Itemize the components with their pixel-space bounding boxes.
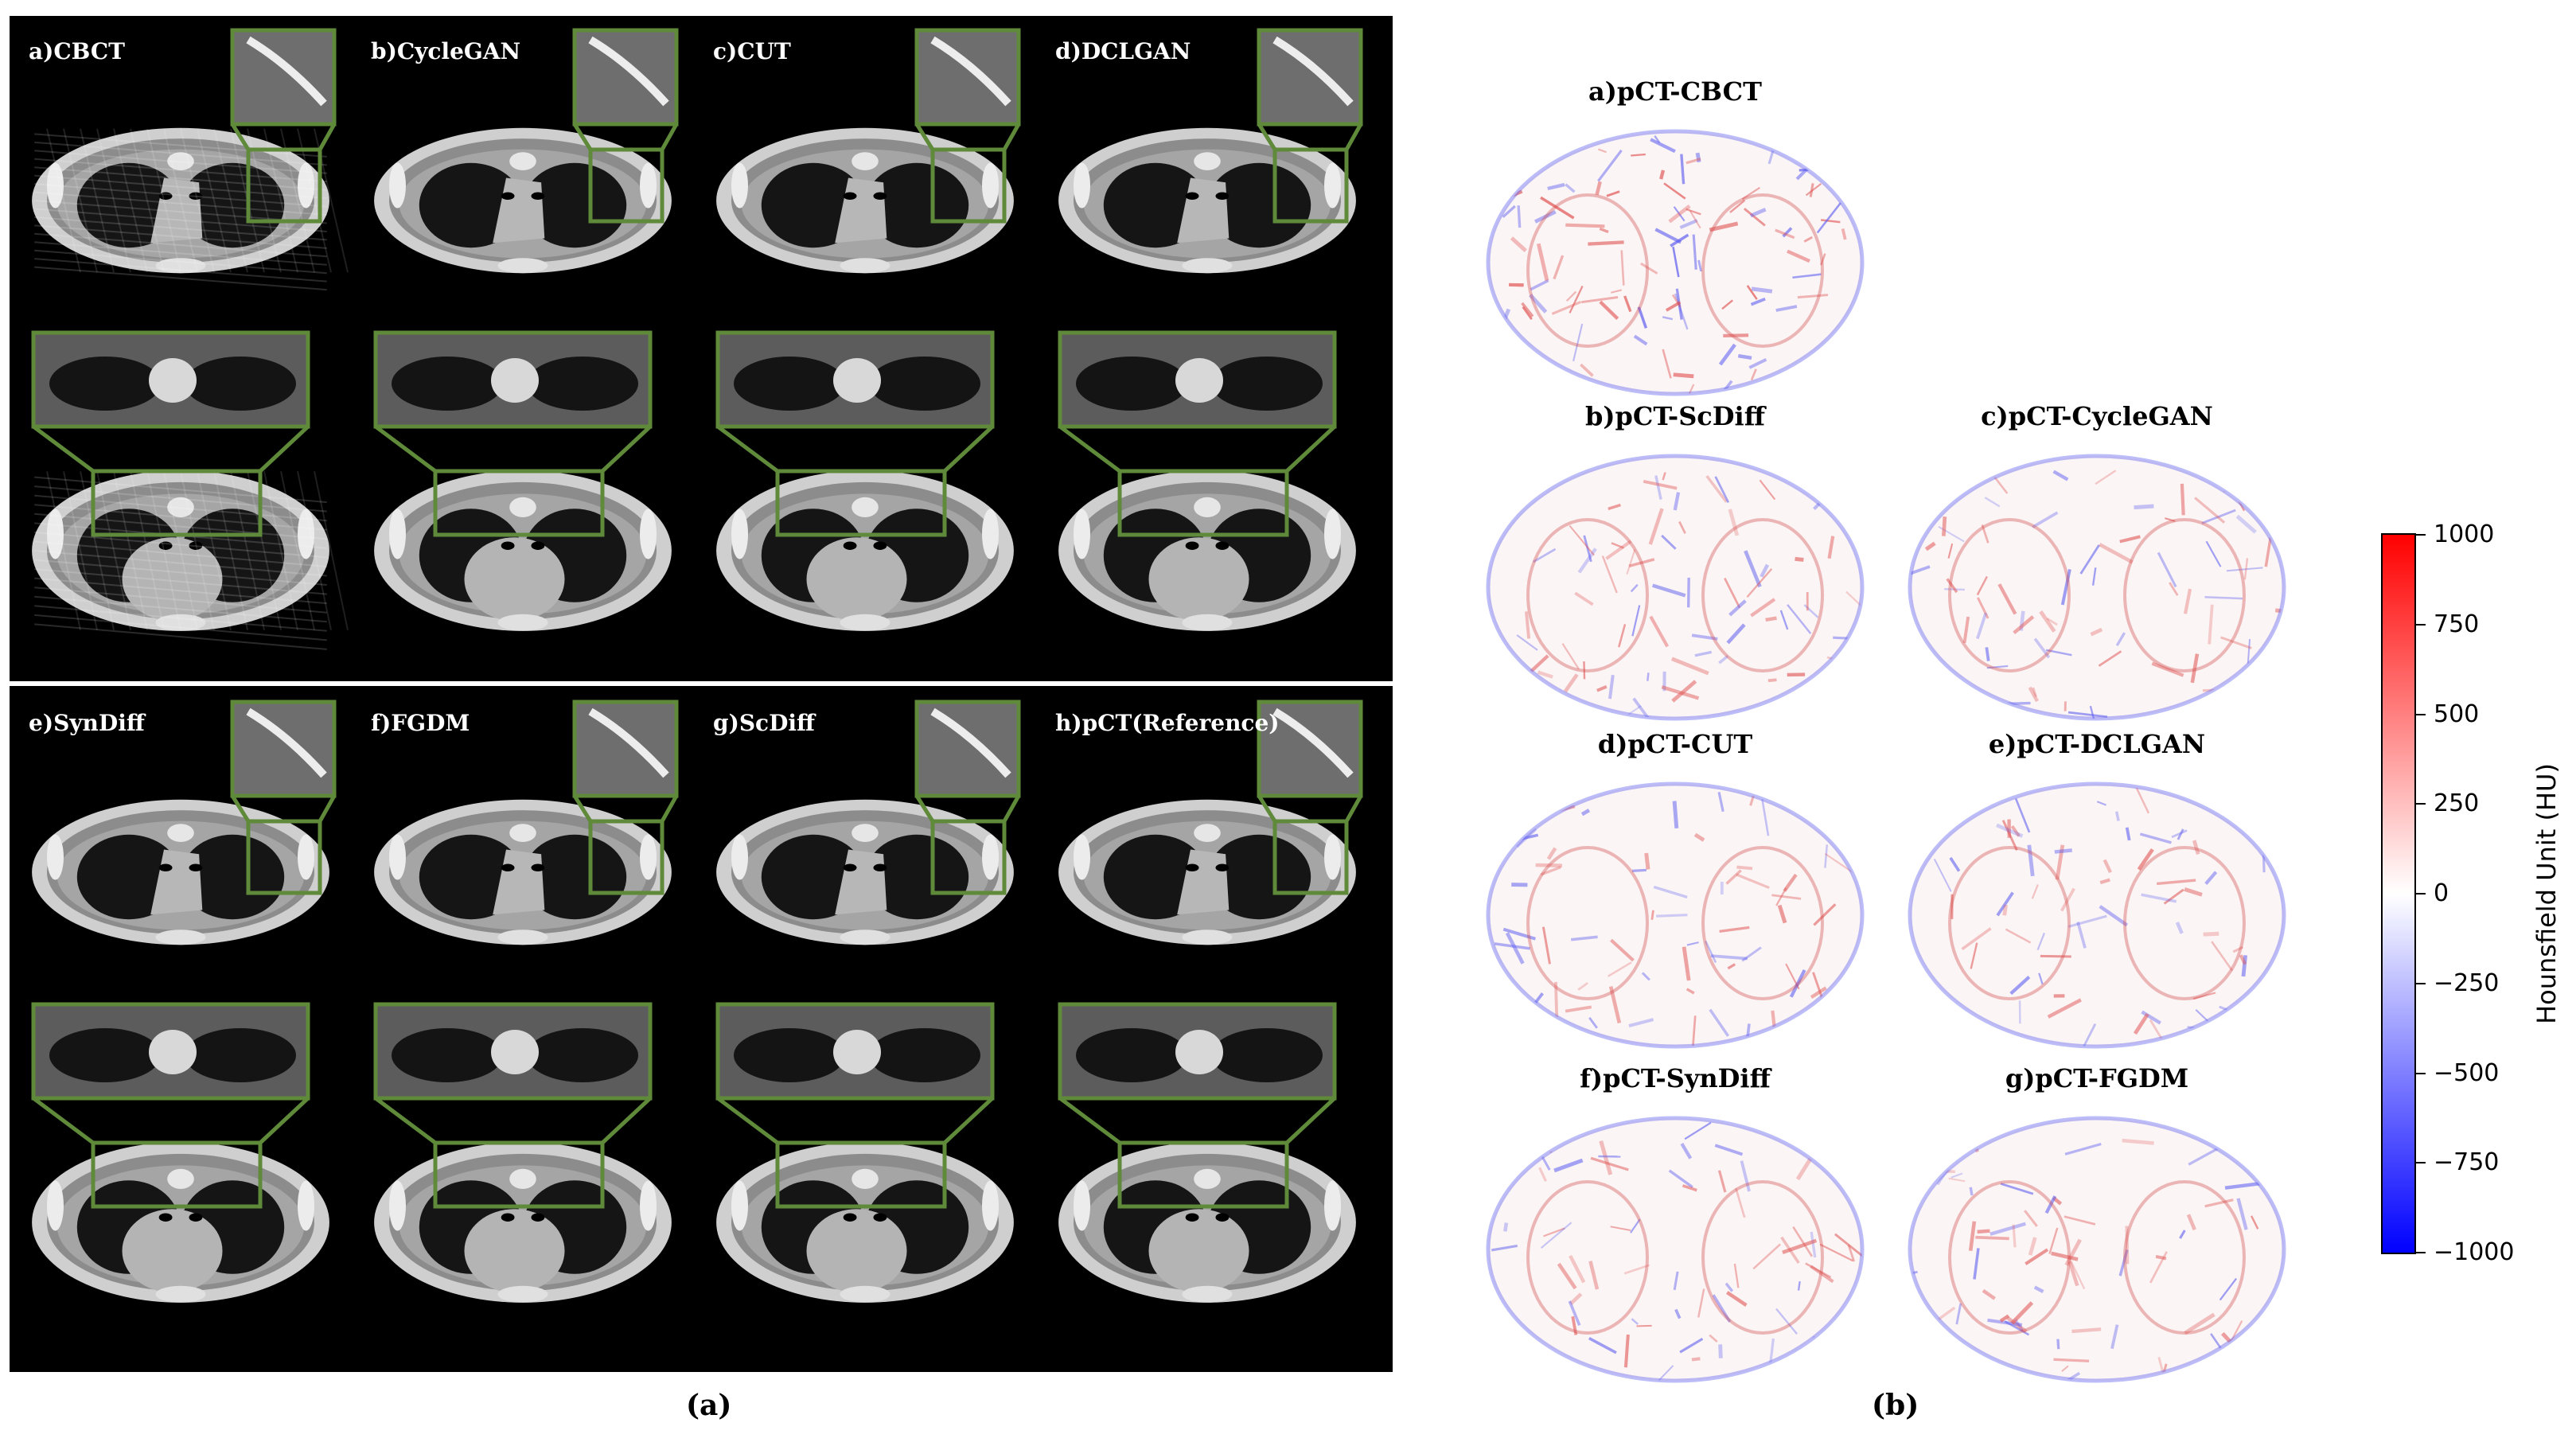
- ct-slices-image: [373, 700, 679, 1303]
- ct-cell: f)FGDM: [352, 688, 694, 1340]
- difference-map: f)pCT-SynDiff: [1476, 1063, 1874, 1401]
- ct-cell: d)DCLGAN: [1036, 16, 1378, 668]
- row-separator: [10, 681, 1393, 686]
- cell-label: f)FGDM: [371, 710, 470, 736]
- difference-map-label: b)pCT-ScDiff: [1585, 401, 1765, 431]
- ct-cell: g)ScDiff: [694, 688, 1036, 1340]
- colorbar-tick-label: 250: [2434, 789, 2480, 818]
- difference-map: e)pCT-DCLGAN: [1898, 729, 2296, 1066]
- panel-a-caption: (a): [686, 1389, 732, 1422]
- cell-label: b)CycleGAN: [371, 38, 521, 64]
- difference-map: g)pCT-FGDM: [1898, 1063, 2296, 1401]
- ct-cell: c)CUT: [694, 16, 1036, 668]
- difference-map-image: [1486, 781, 1865, 1049]
- ct-slices-image: [31, 28, 349, 650]
- difference-map-label: d)pCT-CUT: [1597, 729, 1753, 759]
- difference-map-label: c)pCT-CycleGAN: [1981, 401, 2213, 431]
- cell-label: e)SynDiff: [29, 710, 145, 736]
- colorbar-tick-label: 500: [2434, 700, 2480, 728]
- cell-label: g)ScDiff: [713, 710, 815, 736]
- difference-map-image: [1908, 1116, 2286, 1383]
- ct-slices-image: [715, 28, 1021, 631]
- ct-cell: h)pCT(Reference): [1036, 688, 1378, 1340]
- difference-map: c)pCT-CycleGAN: [1898, 401, 2296, 739]
- ct-cell: a)CBCT: [10, 16, 352, 668]
- ct-slices-image: [715, 700, 1021, 1303]
- difference-map: b)pCT-ScDiff: [1476, 401, 1874, 739]
- difference-map: d)pCT-CUT: [1476, 729, 1874, 1066]
- panel-b-caption: (b): [1872, 1389, 1919, 1422]
- cell-label: a)CBCT: [29, 38, 125, 64]
- ct-slices-image: [373, 28, 679, 631]
- colorbar-tick-label: −1000: [2434, 1238, 2515, 1266]
- difference-map-image: [1486, 454, 1865, 721]
- hu-colorbar: [2381, 533, 2416, 1254]
- cell-label: h)pCT(Reference): [1055, 710, 1280, 736]
- colorbar-tick-label: 1000: [2434, 520, 2495, 548]
- colorbar-title: Hounsfield Unit (HU): [2531, 763, 2562, 1024]
- colorbar-tick-label: 0: [2434, 879, 2449, 907]
- cell-label: d)DCLGAN: [1055, 38, 1191, 64]
- ct-cell: b)CycleGAN: [352, 16, 694, 668]
- colorbar-tick-label: −750: [2434, 1148, 2500, 1177]
- difference-map-label: f)pCT-SynDiff: [1580, 1063, 1771, 1093]
- difference-map-image: [1908, 781, 2286, 1049]
- difference-map-image: [1908, 454, 2286, 721]
- ct-cell: e)SynDiff: [10, 688, 352, 1340]
- ct-slices-image: [31, 700, 337, 1303]
- colorbar-tick-label: 750: [2434, 610, 2480, 638]
- colorbar-tick-label: −500: [2434, 1058, 2500, 1087]
- ct-comparison-panel: a)CBCT b)CycleGAN c)CUT d)DCLGAN e)SynDiff f)…: [10, 16, 1393, 1372]
- difference-map-label: a)pCT-CBCT: [1588, 76, 1762, 107]
- ct-slices-image: [1058, 28, 1363, 631]
- difference-map-image: [1486, 129, 1865, 396]
- difference-map-label: g)pCT-FGDM: [2005, 1063, 2189, 1093]
- cell-label: c)CUT: [713, 38, 791, 64]
- difference-map-image: [1486, 1116, 1865, 1383]
- ct-slices-image: [1058, 700, 1363, 1303]
- difference-map-label: e)pCT-DCLGAN: [1988, 729, 2206, 759]
- colorbar-tick-label: −250: [2434, 969, 2500, 997]
- difference-map: a)pCT-CBCT: [1476, 76, 1874, 414]
